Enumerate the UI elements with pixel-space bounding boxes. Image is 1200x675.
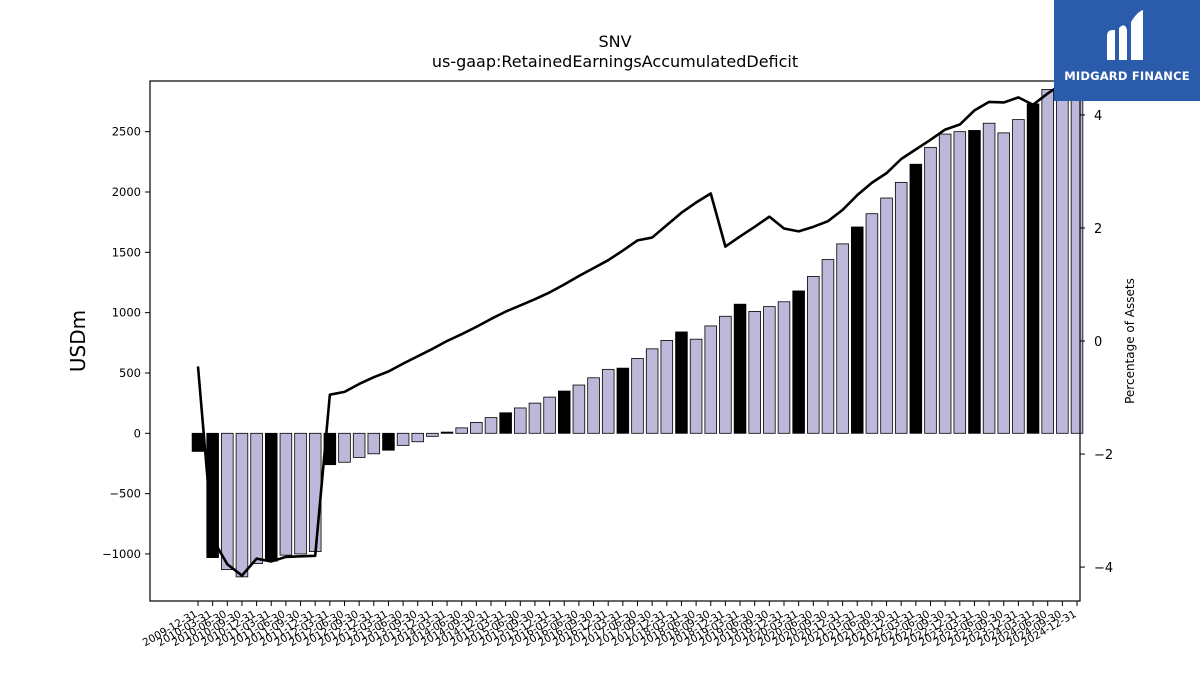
bar [982, 122, 996, 434]
bar [894, 181, 908, 434]
logo-text: MIDGARD FINANCE [1064, 69, 1190, 83]
bar [587, 377, 600, 434]
bar [675, 331, 688, 434]
bar [836, 243, 849, 434]
y-tick-label: −500 [109, 487, 141, 501]
bar [499, 412, 512, 434]
bar [235, 432, 249, 578]
bar [294, 432, 307, 555]
bar [440, 431, 454, 434]
x-axis: 2009-12-312010-03-312010-06-302010-09-30… [141, 601, 1079, 649]
y-tick-label: −1000 [102, 547, 141, 561]
bar [338, 432, 351, 463]
bar [352, 432, 366, 458]
bar [719, 315, 732, 434]
bar [748, 311, 761, 434]
chart-subtitle: us-gaap:RetainedEarningsAccumulatedDefic… [431, 52, 799, 71]
bar [792, 290, 805, 434]
right-axis: −4 −2 0 2 4 [1080, 109, 1113, 576]
percentage-line [196, 76, 1078, 577]
bar [221, 432, 234, 571]
bar [880, 197, 893, 434]
y-tick-label: 1000 [112, 306, 141, 320]
y2-tick-label: 0 [1094, 335, 1102, 350]
bar [264, 432, 278, 562]
bar [557, 390, 571, 434]
bar [997, 132, 1011, 434]
bar [206, 432, 219, 558]
bar [1012, 119, 1025, 434]
bar [543, 396, 556, 434]
bar [382, 432, 395, 451]
bar [484, 417, 498, 434]
chart-title: SNV [598, 32, 632, 51]
bar [968, 130, 981, 434]
bar [807, 276, 820, 434]
bar [1041, 89, 1054, 434]
bar [689, 338, 703, 434]
y2-tick-label: 4 [1094, 109, 1102, 124]
bar [909, 163, 923, 434]
bar [821, 259, 835, 434]
bar [777, 301, 791, 434]
y2-tick-label: −2 [1094, 448, 1113, 463]
y2-tick-label: −4 [1094, 561, 1113, 576]
bar [645, 348, 659, 434]
y2-tick-label: 2 [1094, 222, 1102, 237]
bar [850, 226, 864, 434]
bar [528, 402, 542, 434]
bar [631, 358, 644, 434]
y2-axis-label: Percentage of Assets [1123, 278, 1137, 404]
y-axis-label: USDm [66, 310, 90, 372]
bar [1070, 64, 1084, 434]
bar [953, 131, 967, 434]
line-layer [196, 76, 1078, 577]
bar [514, 407, 527, 434]
bar [704, 325, 718, 434]
bar [1056, 76, 1069, 434]
bar [455, 427, 468, 434]
bar [411, 432, 425, 443]
bar [250, 432, 263, 564]
logo-mark-icon [1107, 10, 1143, 60]
bar [924, 146, 937, 434]
bars-layer [191, 64, 1084, 578]
bar [938, 133, 952, 434]
bar [396, 432, 410, 446]
midgard-finance-logo: MIDGARD FINANCE [1054, 0, 1200, 101]
bar [733, 303, 747, 434]
bar [426, 432, 439, 437]
y-tick-label: 0 [134, 426, 141, 440]
bar [308, 432, 322, 552]
y-tick-label: 1500 [112, 245, 141, 259]
bar [367, 432, 381, 455]
bar [660, 339, 674, 434]
bar [279, 432, 293, 556]
y-tick-label: 2000 [112, 185, 141, 199]
left-axis: −1000 −500 0 500 1000 1500 2000 2500 [102, 125, 150, 561]
y-tick-label: 500 [119, 366, 141, 380]
y-tick-label: 2500 [112, 125, 141, 139]
bar [1026, 103, 1040, 434]
bar [616, 367, 630, 434]
bar [763, 306, 776, 434]
bar [470, 422, 483, 434]
bar [865, 213, 879, 434]
bar [191, 432, 205, 452]
bar [572, 384, 586, 434]
bar [601, 368, 615, 434]
